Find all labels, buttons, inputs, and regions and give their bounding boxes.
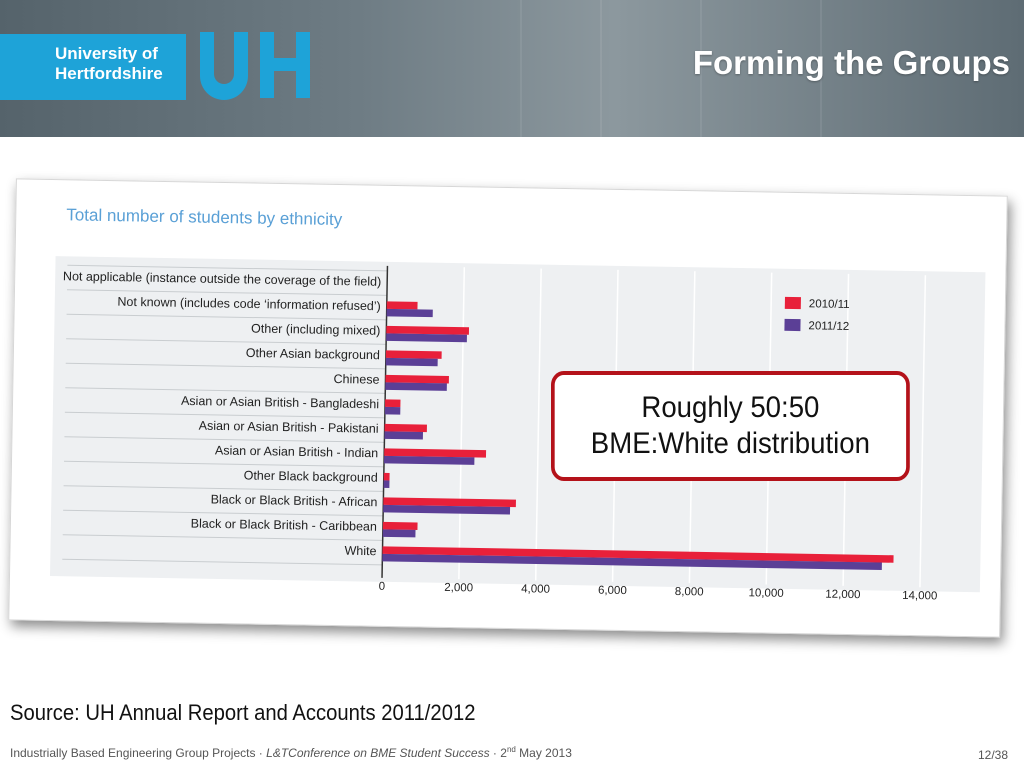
bar-2010-11 [386,325,470,335]
x-tick-label: 0 [379,581,386,593]
category-label: Not known (includes code ‘information re… [117,295,381,314]
category-label: Asian or Asian British - Indian [215,443,379,460]
uh-logo-mark [200,32,310,100]
category-label: Other (including mixed) [251,322,380,338]
banner-stripe [820,0,822,137]
header-banner: University of Hertfordshire Forming the … [0,0,1024,137]
row-separator [63,460,384,468]
footer-date-sup: nd [506,745,516,754]
legend-label: 2010/11 [809,298,850,311]
category-label: Asian or Asian British - Bangladeshi [181,394,379,411]
row-separator [66,313,387,321]
logo-box [0,34,186,100]
bar-2011-12 [385,382,447,391]
row-separator [63,485,384,492]
bar-2010-11 [385,399,401,408]
footer-date-post: May 2013 [515,746,572,760]
callout-line-1: Roughly 50:50 [641,391,820,424]
banner-stripe [520,0,522,137]
legend-swatch [784,296,801,310]
bar-2011-12 [383,504,511,515]
row-separator [67,264,388,272]
category-label: Asian or Asian British - Pakistani [199,419,379,436]
category-labels: Not applicable (instance outside the cov… [63,269,381,559]
bar-2011-12 [386,308,433,318]
row-separator [62,534,383,541]
footer-plain: Industrially Based Engineering Group Pro… [10,746,267,760]
bar-2010-11 [385,350,442,359]
x-tick-label: 10,000 [748,587,783,600]
x-tick-label: 2,000 [444,582,473,595]
x-tick-label: 14,000 [902,590,937,603]
vertical-gridline [458,267,466,580]
row-separator [64,411,385,419]
x-tick-label: 12,000 [825,589,860,602]
row-separator [64,436,385,443]
bar-2010-11 [384,423,427,433]
x-tick-label: 8,000 [675,586,704,599]
bar-2010-11 [382,546,894,563]
category-label: Black or Black British - Caribbean [191,516,377,533]
banner-stripe [700,0,702,137]
bar-2011-12 [384,455,475,465]
bar-2011-12 [382,529,416,538]
bar-2011-12 [386,333,467,343]
row-separator [63,509,384,517]
vertical-gridline [534,268,542,581]
chart-title: Total number of students by ethnicity [66,205,343,229]
university-logo: University of Hertfordshire [55,44,163,84]
category-label: Other Asian background [246,346,380,362]
bar-2011-12 [384,406,401,415]
category-label: Chinese [333,372,379,387]
bar-2011-12 [384,431,423,440]
category-label: Not applicable (instance outside the cov… [63,269,381,289]
banner-stripe [600,0,602,137]
row-separator [66,289,387,296]
bar-2011-12 [383,480,390,488]
row-separator [62,558,383,566]
footer-conference: L&TConference on BME Student Success [266,746,490,760]
category-label: Other Black background [244,468,378,484]
vertical-gridline [919,275,927,588]
logo-line-1: University of [55,44,158,63]
page-number: 12/38 [977,748,1008,762]
bars [382,301,894,571]
legend-label: 2011/12 [808,320,849,333]
logo-line-2: Hertfordshire [55,64,163,83]
x-tick-label: 6,000 [598,585,627,598]
bar-2010-11 [383,472,390,481]
plot-background [49,256,986,593]
bar-2010-11 [383,497,516,508]
row-separator [65,362,386,370]
category-label: White [344,544,376,559]
row-separator [65,387,386,394]
footer: Industrially Based Engineering Group Pro… [10,745,572,760]
legend-swatch [784,318,801,332]
row-separator [66,338,387,345]
category-label: Black or Black British - African [211,492,378,509]
bar-2011-12 [382,553,882,571]
bar-2010-11 [385,374,449,384]
tick-labels: 0 2,000 4,000 6,000 8,000 10,000 12,000 14,000 [379,581,938,603]
bar-2010-11 [386,301,418,310]
distribution-callout: Roughly 50:50 BME:White distribution [551,371,910,481]
page-title: Forming the Groups [692,44,1010,81]
x-tick-label: 4,000 [521,583,550,596]
bar-2011-12 [385,357,438,367]
bar-2010-11 [382,521,418,530]
callout-line-2: BME:White distribution [590,427,870,460]
bar-2010-11 [384,448,487,458]
source-text: Source: UH Annual Report and Accounts 20… [10,700,476,725]
footer-date-pre: · 2 [489,746,507,760]
legend: 2010/11 2011/12 [784,296,850,333]
